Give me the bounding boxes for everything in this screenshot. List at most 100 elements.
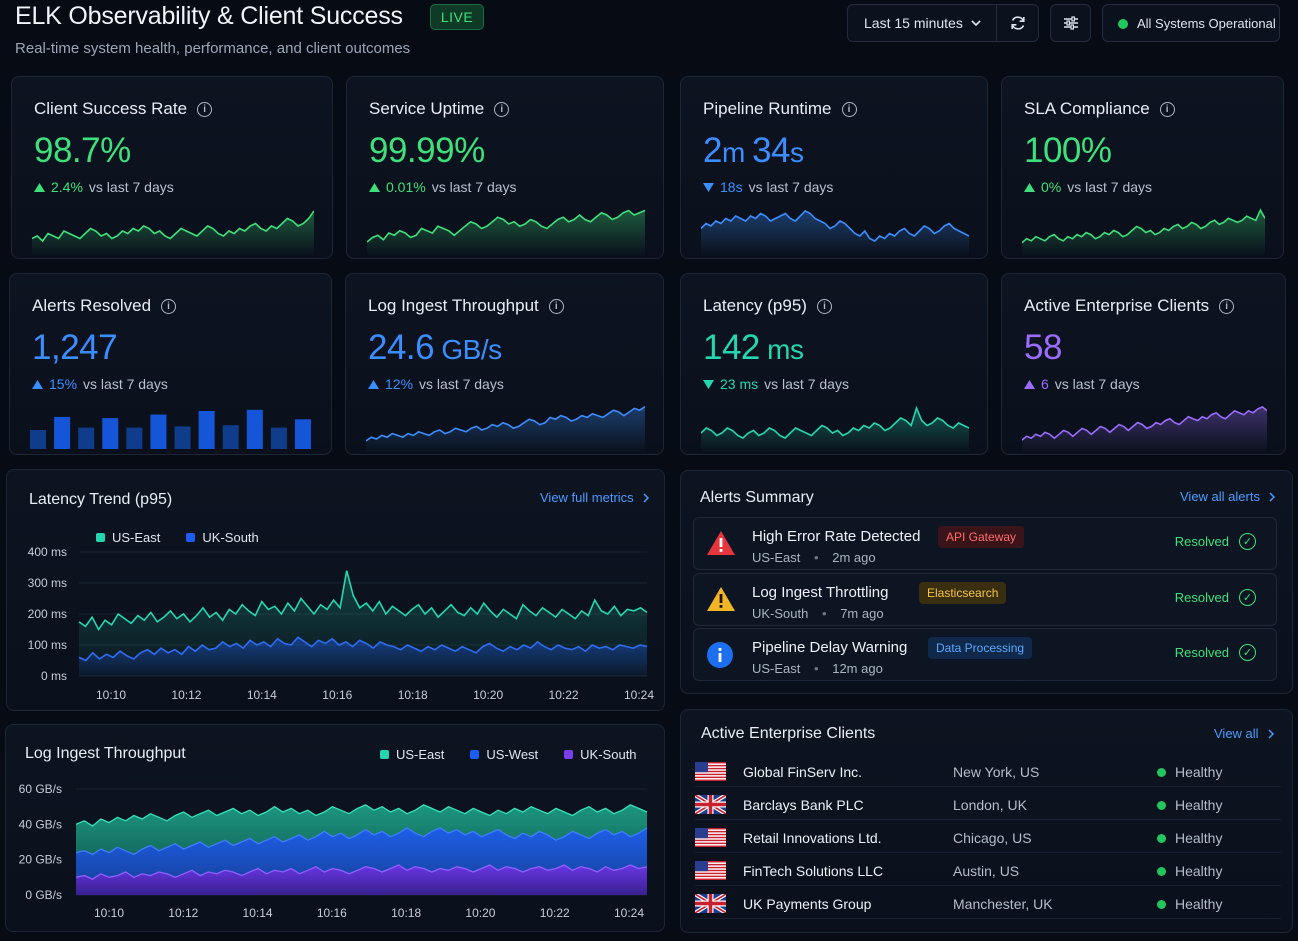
kpi-change: 15% vs last 7 days	[32, 376, 168, 392]
kpi-card-client-success-rate[interactable]: Client Success Rate i 98.7% 2.4% vs last…	[11, 76, 333, 259]
legend-uk-south: UK-South	[564, 747, 637, 762]
alert-bar	[102, 418, 119, 449]
series-line-uk-south	[78, 636, 648, 662]
client-health-status: Healthy	[1157, 896, 1222, 912]
kpi-change-value: 18s	[720, 179, 743, 195]
kpi-card-active-enterprise-clients[interactable]: Active Enterprise Clients i 58 6 vs last…	[1001, 273, 1286, 455]
page-subtitle: Real-time system health, performance, an…	[15, 40, 411, 57]
x-tick-label: 10:16	[317, 906, 347, 920]
x-tick-label: 10:22	[540, 906, 570, 920]
sparkline-line	[1022, 405, 1267, 441]
alert-status: Resolved ✓	[1175, 588, 1256, 606]
throughput-panel: Log Ingest Throughput US-East US-West UK…	[5, 724, 665, 932]
series-line-us-west	[75, 827, 648, 856]
info-icon[interactable]: i	[494, 101, 510, 117]
enterprise-clients-title: Active Enterprise Clients	[701, 725, 876, 742]
alert-bar	[295, 419, 311, 449]
kpi-card-log-ingest-throughput[interactable]: Log Ingest Throughput i 24.6 GB/s 12% vs…	[345, 273, 664, 455]
info-icon[interactable]: i	[197, 101, 213, 117]
y-tick-label: 400 ms	[28, 545, 67, 559]
legend-us-west: US-West	[470, 747, 538, 762]
kpi-card-latency-p95[interactable]: Latency (p95) i 142 ms 23 ms vs last 7 d…	[680, 273, 988, 455]
kpi-value: 2m 34s	[703, 131, 804, 170]
filter-settings-button[interactable]	[1050, 4, 1091, 42]
kpi-card-service-uptime[interactable]: Service Uptime i 99.99% 0.01% vs last 7 …	[346, 76, 664, 259]
alert-meta: UK-South • 7m ago	[752, 606, 884, 621]
info-icon[interactable]: i	[161, 298, 177, 314]
alert-bar	[198, 411, 215, 449]
page-title: ELK Observability & Client Success	[15, 2, 403, 30]
alert-time: 2m ago	[832, 550, 876, 565]
arrow-up-icon	[34, 182, 45, 192]
alert-region: US-East	[752, 661, 801, 676]
info-icon[interactable]: i	[548, 298, 564, 314]
system-status-label: All Systems Operational	[1137, 15, 1276, 31]
series-line-uk-south	[75, 864, 648, 880]
sparkline-area	[32, 211, 314, 256]
system-status-pill[interactable]: All Systems Operational	[1102, 4, 1280, 42]
client-health-status: Healthy	[1157, 863, 1222, 879]
alert-region: UK-South	[752, 605, 809, 621]
info-icon[interactable]: i	[1219, 298, 1235, 314]
kpi-card-alerts-resolved[interactable]: Alerts Resolved i 1,247 15% vs last 7 da…	[9, 273, 332, 455]
kpi-title: Log Ingest Throughput i	[368, 296, 564, 316]
sparkline-area	[701, 211, 969, 256]
kpi-change-value: 0.01%	[386, 179, 426, 195]
alert-time: 7m ago	[840, 605, 884, 621]
alert-bar	[126, 427, 143, 449]
x-tick-label: 10:18	[398, 688, 428, 702]
x-tick-label: 10:24	[614, 906, 644, 920]
client-row[interactable]: Retail Innovations Ltd. Chicago, US Heal…	[695, 820, 1281, 853]
time-range-select[interactable]: Last 15 minutes	[847, 4, 997, 42]
kpi-sparkline	[366, 405, 645, 453]
kpi-card-sla-compliance[interactable]: SLA Compliance i 100% 0% vs last 7 days	[1001, 76, 1284, 259]
refresh-button[interactable]	[996, 4, 1039, 42]
info-icon[interactable]: i	[841, 101, 857, 117]
kpi-title: Latency (p95) i	[703, 296, 832, 316]
status-dot-icon	[1118, 19, 1128, 29]
info-icon	[706, 641, 734, 674]
client-location: New York, US	[953, 764, 1040, 780]
kpi-value: 142 ms	[703, 328, 804, 367]
kpi-change: 18s vs last 7 days	[703, 179, 833, 195]
info-icon[interactable]: i	[816, 298, 832, 314]
alert-row[interactable]: Pipeline Delay Warning Data Processing U…	[693, 628, 1277, 681]
error-icon	[706, 530, 736, 561]
client-name: UK Payments Group	[743, 896, 872, 912]
view-all-clients-link[interactable]: View all	[1214, 726, 1275, 741]
sparkline-line	[367, 209, 645, 243]
client-row[interactable]: Barclays Bank PLC London, UK Healthy	[695, 787, 1281, 820]
arrow-down-icon	[703, 379, 714, 389]
kpi-change: 23 ms vs last 7 days	[703, 376, 849, 392]
kpi-sparkline	[367, 209, 645, 256]
sparkline-area	[366, 406, 645, 453]
alert-row[interactable]: Log Ingest Throttling Elasticsearch UK-S…	[693, 572, 1277, 626]
view-full-metrics-link[interactable]: View full metrics	[540, 490, 650, 505]
alert-bar	[78, 427, 95, 449]
check-circle-icon: ✓	[1239, 644, 1256, 661]
kpi-value: 99.99%	[369, 131, 485, 170]
alert-bar	[270, 427, 287, 449]
x-tick-label: 10:22	[549, 688, 579, 702]
client-name: FinTech Solutions LLC	[743, 863, 884, 879]
info-icon[interactable]: i	[1159, 101, 1175, 117]
kpi-change: 2.4% vs last 7 days	[34, 179, 174, 195]
kpi-card-pipeline-runtime[interactable]: Pipeline Runtime i 2m 34s 18s vs last 7 …	[680, 76, 988, 259]
kpi-sparkline	[701, 405, 969, 453]
client-row[interactable]: UK Payments Group Manchester, UK Healthy	[695, 886, 1281, 919]
alert-row[interactable]: High Error Rate Detected API Gateway US-…	[693, 517, 1277, 570]
client-row[interactable]: FinTech Solutions LLC Austin, US Healthy	[695, 853, 1281, 886]
latency-legend: US-East UK-South	[96, 530, 259, 545]
sparkline-area	[1022, 210, 1265, 256]
sparkline-area	[701, 408, 969, 453]
time-range-value: Last 15 minutes	[864, 15, 963, 31]
client-row[interactable]: Global FinServ Inc. New York, US Healthy	[695, 754, 1281, 787]
kpi-change-suffix: vs last 7 days	[764, 376, 849, 392]
kpi-change: 0.01% vs last 7 days	[369, 179, 517, 195]
chevron-right-icon	[1269, 491, 1276, 502]
view-all-alerts-link[interactable]: View all alerts	[1180, 489, 1276, 504]
arrow-up-icon	[32, 379, 43, 389]
separator-dot: •	[822, 605, 827, 621]
kpi-change-suffix: vs last 7 days	[88, 179, 174, 195]
kpi-title: SLA Compliance i	[1024, 99, 1175, 119]
